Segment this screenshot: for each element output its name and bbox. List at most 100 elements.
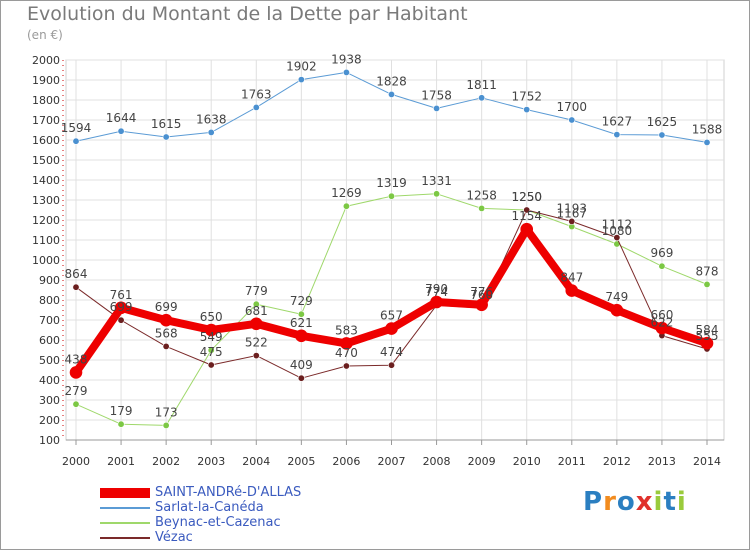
x-tick-label: 2010 (513, 455, 541, 468)
y-tick-label: 200 (39, 414, 60, 427)
data-point (520, 222, 534, 236)
data-point (297, 374, 305, 382)
y-tick-label: 600 (39, 334, 60, 347)
x-tick-label: 2000 (62, 455, 90, 468)
data-point (207, 361, 215, 369)
data-point (565, 284, 579, 297)
data-point (340, 337, 353, 350)
data-label: 1080 (602, 224, 633, 238)
y-tick-label: 1500 (32, 154, 60, 167)
data-point (342, 68, 350, 76)
y-tick-label: 400 (39, 374, 60, 387)
x-tick-label: 2002 (152, 455, 180, 468)
data-point (342, 362, 350, 370)
series-group (69, 68, 714, 429)
data-label: 1644 (106, 111, 137, 125)
data-point (72, 283, 80, 291)
data-label: 660 (650, 308, 673, 322)
data-label: 749 (605, 290, 628, 304)
data-label: 549 (200, 330, 223, 344)
x-tick-label: 2007 (378, 455, 406, 468)
y-tick-label: 1400 (32, 174, 60, 187)
data-label: 1250 (511, 190, 542, 204)
x-tick-label: 2001 (107, 455, 135, 468)
data-label: 779 (245, 284, 268, 298)
data-label: 583 (335, 323, 358, 337)
unit-label: (en €) (27, 28, 63, 42)
legend-item: SAINT-ANDRé-D'ALLAS (100, 485, 420, 501)
chart-title: Evolution du Montant de la Dette par Hab… (27, 3, 468, 25)
data-point (204, 323, 218, 337)
data-label: 1615 (151, 117, 182, 131)
data-label: 1752 (511, 90, 542, 104)
data-point (658, 262, 666, 270)
data-label: 847 (560, 271, 583, 285)
data-label: 622 (650, 316, 673, 330)
data-label: 761 (110, 288, 133, 302)
data-point (159, 313, 173, 327)
data-label: 1269 (331, 186, 362, 200)
data-label: 1763 (241, 87, 272, 101)
data-label: 475 (200, 345, 223, 359)
data-point (297, 310, 305, 318)
data-label: 774 (425, 285, 448, 299)
logo-letter: P (583, 487, 604, 517)
data-label: 1625 (647, 115, 678, 129)
data-label: 1588 (692, 122, 723, 136)
data-label: 1250 (511, 190, 542, 204)
data-point (568, 217, 576, 225)
axes: 1002003004005006007008009001000110012001… (32, 54, 724, 468)
x-tick-label: 2009 (468, 455, 496, 468)
y-tick-label: 500 (39, 354, 60, 367)
legend-label: SAINT-ANDRé-D'ALLAS (155, 485, 302, 500)
y-tick-label: 1600 (32, 134, 60, 147)
data-label: 1319 (376, 176, 407, 190)
data-point (387, 361, 395, 369)
legend: SAINT-ANDRé-D'ALLAS Sarlat-la-Canéda Beyna… (100, 485, 420, 546)
data-label: 699 (110, 300, 133, 314)
data-label: 279 (65, 384, 88, 398)
y-tick-label: 100 (39, 434, 60, 447)
data-point (252, 300, 260, 308)
data-point (249, 317, 263, 331)
data-label: 776 (470, 285, 493, 299)
data-point (207, 346, 215, 354)
data-label: 1828 (376, 74, 407, 88)
legend-item: Sarlat-la-Canéda (100, 500, 420, 516)
y-tick-label: 1800 (32, 94, 60, 107)
data-point (430, 295, 443, 309)
logo-letter: x (635, 487, 654, 517)
data-label: 729 (290, 294, 313, 308)
data-point (387, 192, 395, 200)
data-point (433, 104, 441, 112)
legend-swatch (100, 507, 150, 509)
x-tick-label: 2004 (242, 455, 270, 468)
data-labels: 1594 1644 1615 1638 1763 1902 1938 1828 1758 1811… (61, 52, 723, 419)
data-label: 681 (245, 304, 268, 318)
data-point (613, 131, 621, 139)
y-tick-label: 1700 (32, 114, 60, 127)
data-point (295, 329, 308, 343)
y-tick-label: 1000 (32, 254, 60, 267)
data-label: 173 (155, 405, 178, 419)
x-tick-label: 2005 (287, 455, 315, 468)
legend-swatch (100, 488, 150, 498)
data-label: 1700 (557, 100, 588, 114)
data-label: 1902 (286, 60, 317, 74)
data-label: 790 (425, 282, 448, 296)
data-point (162, 342, 170, 350)
y-tick-label: 1300 (32, 194, 60, 207)
logo-letter: t (663, 487, 677, 517)
x-tick-label: 2013 (648, 455, 676, 468)
y-tick-label: 1900 (32, 74, 60, 87)
data-label: 470 (335, 346, 358, 360)
data-point (117, 420, 125, 428)
x-tick-label: 2012 (603, 455, 631, 468)
data-label: 1594 (61, 121, 92, 135)
data-point (69, 366, 83, 379)
legend-label: Vézac (155, 530, 193, 545)
legend-label: Beynac-et-Cazenac (155, 515, 281, 530)
data-point (72, 400, 80, 408)
data-point (658, 131, 666, 139)
